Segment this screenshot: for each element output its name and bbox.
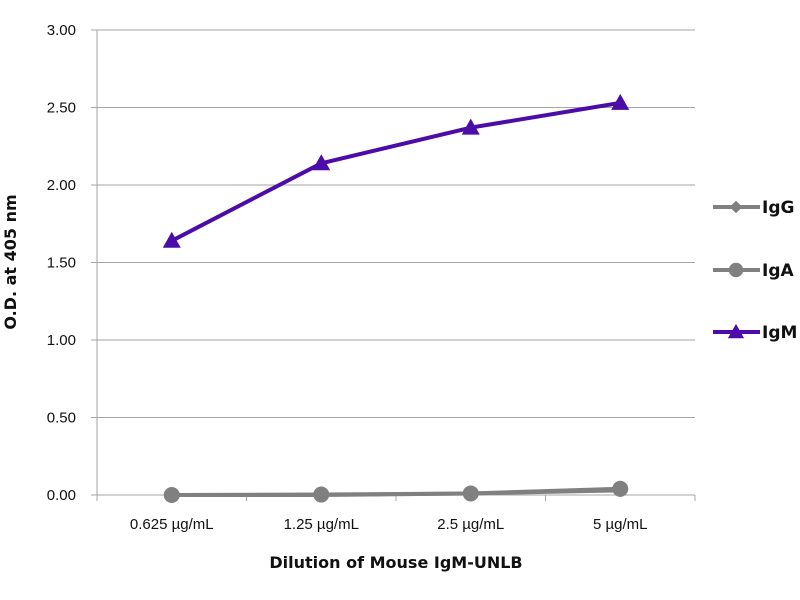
y-tick-label: 0.00 [47,487,76,504]
legend-marker-icon [727,323,745,339]
y-tick-label: 0.50 [47,410,76,427]
series-line [171,486,621,497]
legend-label: IgG [762,198,794,218]
legend-label: IgA [762,261,794,281]
x-tick-label: 1.25 µg/mL [284,516,359,533]
data-point [462,485,479,502]
y-tick-label: 1.50 [47,255,76,272]
legend-label: IgM [762,323,797,343]
x-axis-label: Dilution of Mouse IgM-UNLB [269,553,522,572]
y-tick-label: 1.00 [47,332,76,349]
legend-item-igg: IgG [713,198,794,218]
series-line [170,100,621,243]
data-point [312,154,331,171]
x-tick-label: 2.5 µg/mL [437,516,504,533]
legend-item-iga: IgA [713,261,794,281]
data-point [612,480,629,497]
data-point [163,487,180,503]
data-point [611,93,630,110]
x-tick-label: 0.625 µg/mL [130,516,214,533]
series-iga [163,480,629,503]
series-igm [162,93,630,248]
y-axis-label: O.D. at 405 nm [1,194,20,329]
y-tick-label: 2.50 [47,100,76,117]
data-point [313,486,330,503]
legend-item-igm: IgM [713,323,797,343]
legend-marker-icon [729,200,743,214]
y-tick-label: 2.00 [47,177,76,194]
x-tick-label: 5 µg/mL [593,516,648,533]
legend-marker-icon [728,262,744,278]
data-point [461,118,480,135]
data-point [162,231,181,248]
y-tick-label: 3.00 [47,22,76,39]
